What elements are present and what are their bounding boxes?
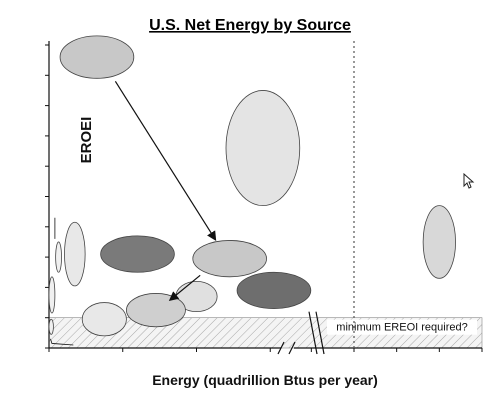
trend-arrow xyxy=(168,274,201,302)
chart-title: U.S. Net Energy by Source xyxy=(149,17,351,34)
bubble xyxy=(225,90,301,206)
bubble xyxy=(81,302,127,337)
labels xyxy=(50,217,74,346)
bubble xyxy=(64,221,86,287)
mouse-pointer-icon xyxy=(463,173,475,189)
bubble xyxy=(422,205,456,279)
axis-break-mark xyxy=(288,341,296,355)
bubble xyxy=(192,240,267,278)
x-axis-label: Energy (quadrillion Btus per year) xyxy=(152,372,378,388)
band-break-line xyxy=(315,311,325,355)
bubbles xyxy=(48,35,456,337)
axes xyxy=(45,41,483,355)
minimum-eroei-label: minimum EREOI required? xyxy=(336,322,467,334)
band-break-line xyxy=(308,311,318,355)
minimum-eroei-label-background xyxy=(327,319,477,335)
bubble xyxy=(100,235,175,273)
biofuels-leader-line xyxy=(50,338,74,346)
bubble xyxy=(236,271,312,310)
axis-break-mark xyxy=(277,341,285,355)
y-axis-label: EROEI xyxy=(78,117,95,164)
trend-arrow xyxy=(114,81,217,241)
bubble xyxy=(59,35,135,79)
bubble xyxy=(126,293,186,328)
bubble xyxy=(55,241,62,273)
bubble xyxy=(48,276,56,314)
bubble xyxy=(48,318,54,335)
